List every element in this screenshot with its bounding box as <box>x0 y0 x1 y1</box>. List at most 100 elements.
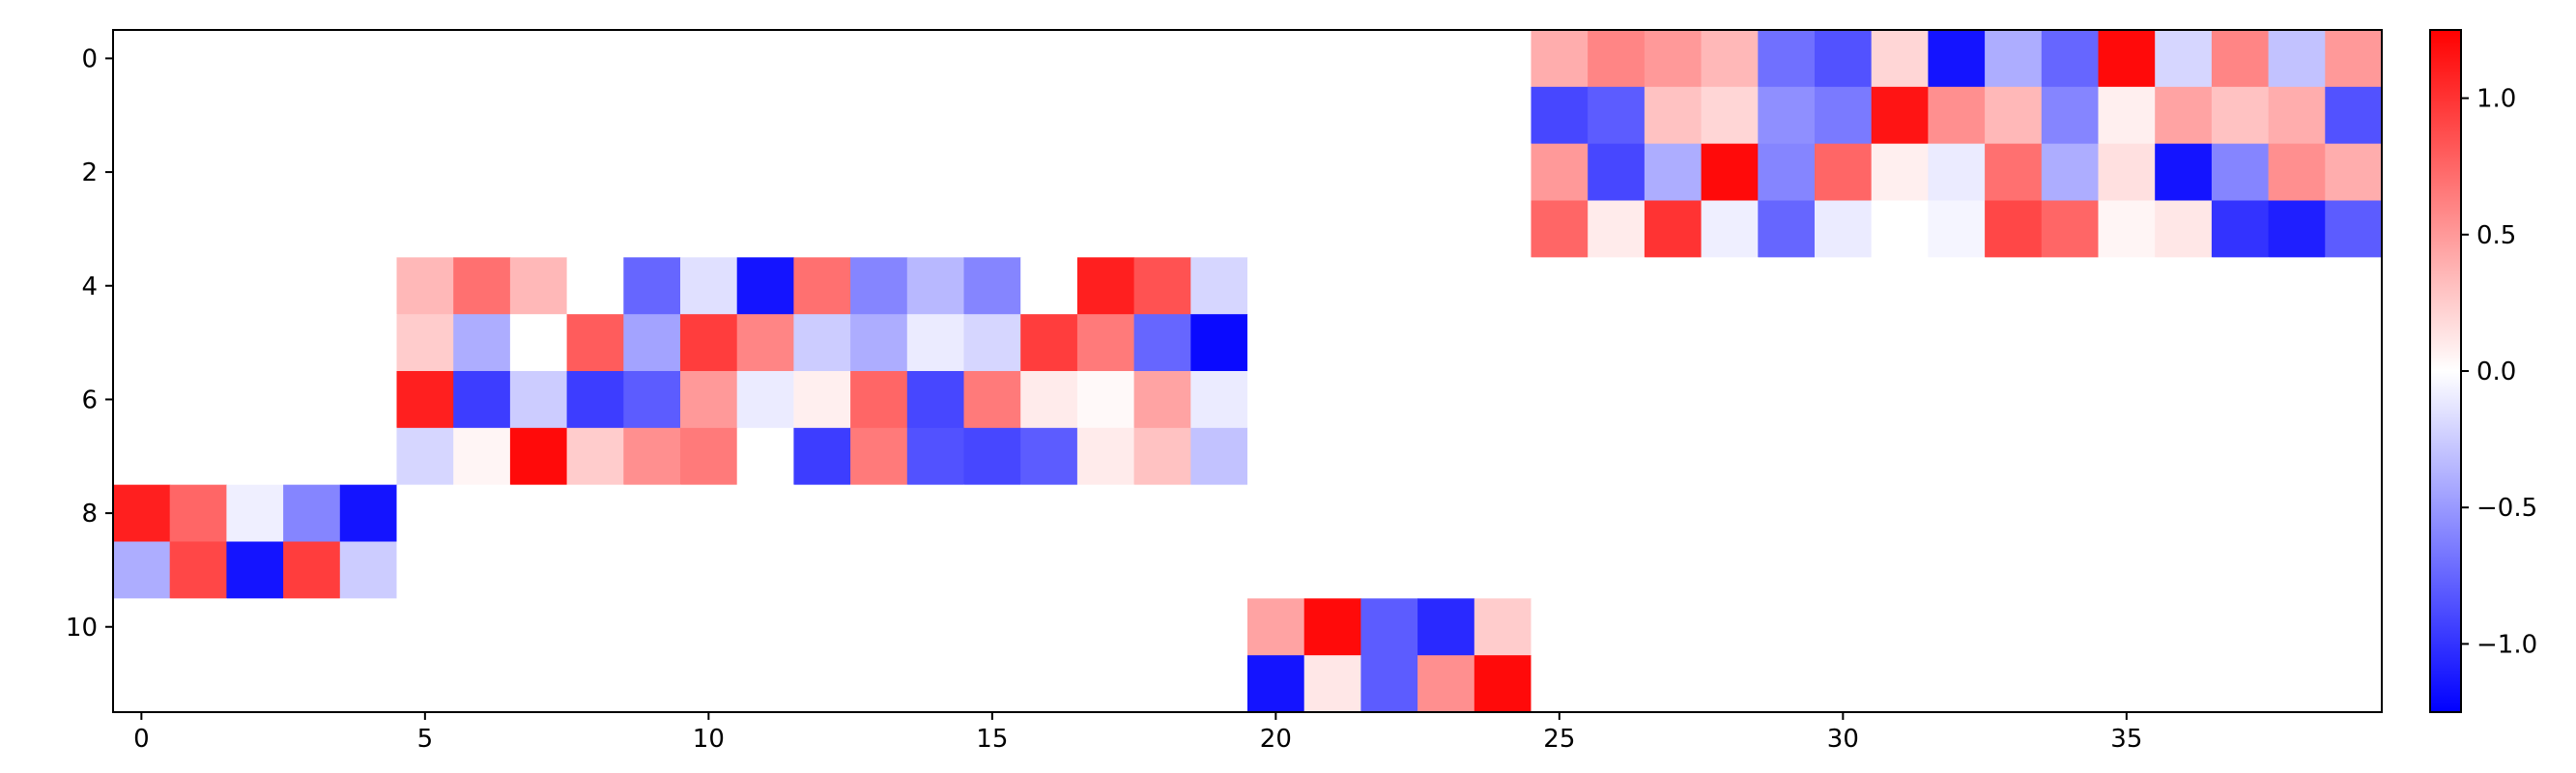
heatmap-cell <box>2041 484 2100 543</box>
heatmap-cell <box>1474 200 1532 258</box>
heatmap-cell <box>1928 86 1986 145</box>
heatmap-cell <box>1190 427 1248 486</box>
heatmap-cell <box>1815 371 1873 429</box>
heatmap-cell <box>1758 655 1816 713</box>
heatmap-cell <box>1758 143 1816 202</box>
heatmap-cell <box>736 314 794 372</box>
heatmap-cell <box>736 427 794 486</box>
heatmap-cell <box>113 257 171 315</box>
heatmap-cell <box>339 257 398 315</box>
heatmap-cell <box>793 484 851 543</box>
heatmap-cell <box>1588 200 1646 258</box>
heatmap-cell <box>1701 30 1759 88</box>
heatmap-cell <box>339 143 398 202</box>
heatmap-cell <box>963 143 1021 202</box>
heatmap-cell <box>906 314 965 372</box>
heatmap-cell <box>1133 143 1191 202</box>
heatmap-cell <box>1020 86 1078 145</box>
heatmap-cell <box>283 86 341 145</box>
heatmap-cell <box>283 30 341 88</box>
x-tick-label: 10 <box>693 725 725 754</box>
heatmap-cell <box>736 484 794 543</box>
heatmap-cell <box>1190 86 1248 145</box>
heatmap-cell <box>339 86 398 145</box>
heatmap-cell <box>680 655 738 713</box>
heatmap-cell <box>566 200 624 258</box>
heatmap-cell <box>1417 143 1475 202</box>
colorbar-tick-label: 0.5 <box>2476 221 2516 250</box>
heatmap-cell <box>1190 30 1248 88</box>
heatmap-cell <box>2098 541 2156 599</box>
heatmap-cell <box>793 86 851 145</box>
heatmap-cell <box>793 314 851 372</box>
heatmap-cell <box>339 371 398 429</box>
heatmap-cell <box>1644 30 1703 88</box>
heatmap-cell <box>1928 484 1986 543</box>
heatmap-cell <box>1985 371 2043 429</box>
heatmap-cell <box>169 484 227 543</box>
heatmap-cell <box>509 427 568 486</box>
heatmap-cell <box>453 257 511 315</box>
heatmap-cell <box>2268 541 2326 599</box>
heatmap-cell <box>1303 257 1361 315</box>
heatmap-cell <box>623 598 681 656</box>
heatmap-cell <box>906 371 965 429</box>
heatmap-cell <box>2211 541 2270 599</box>
heatmap-cell <box>1928 371 1986 429</box>
heatmap-cell <box>2098 314 2156 372</box>
heatmap-cell <box>226 655 284 713</box>
heatmap-cell <box>1928 257 1986 315</box>
heatmap-cell <box>1360 598 1418 656</box>
heatmap-cell <box>1360 427 1418 486</box>
heatmap-cell <box>509 30 568 88</box>
heatmap-cell <box>1303 314 1361 372</box>
heatmap-cell <box>396 427 454 486</box>
heatmap-cell <box>2155 143 2213 202</box>
heatmap-cell <box>1417 655 1475 713</box>
heatmap-cell <box>963 484 1021 543</box>
heatmap-cell <box>169 86 227 145</box>
heatmap-cell <box>2325 86 2383 145</box>
heatmap-cell <box>1644 541 1703 599</box>
heatmap-cell <box>1190 143 1248 202</box>
heatmap-cell <box>1985 86 2043 145</box>
heatmap-cell <box>1020 143 1078 202</box>
heatmap-cell <box>169 598 227 656</box>
heatmap-cell <box>1644 314 1703 372</box>
heatmap-cell <box>906 427 965 486</box>
heatmap-cell <box>2098 371 2156 429</box>
heatmap-cell <box>396 598 454 656</box>
heatmap-cell <box>1247 371 1305 429</box>
heatmap-cell <box>1474 30 1532 88</box>
heatmap-cell <box>1928 314 1986 372</box>
heatmap-cell <box>1531 427 1589 486</box>
heatmap-cell <box>453 86 511 145</box>
heatmap-cell <box>1303 598 1361 656</box>
heatmap-cell <box>1985 655 2043 713</box>
heatmap-cell <box>2155 314 2213 372</box>
heatmap-cell <box>1985 143 2043 202</box>
heatmap-cell <box>850 427 908 486</box>
heatmap-cell <box>396 541 454 599</box>
heatmap-cell <box>113 314 171 372</box>
heatmap-cell <box>509 257 568 315</box>
heatmap-cell <box>1020 484 1078 543</box>
heatmap-cell <box>1190 655 1248 713</box>
heatmap-cell <box>1644 86 1703 145</box>
heatmap-cell <box>1190 257 1248 315</box>
heatmap-cell <box>1701 541 1759 599</box>
heatmap-cell <box>113 200 171 258</box>
heatmap-cell <box>2041 655 2100 713</box>
heatmap-cell <box>1928 427 1986 486</box>
heatmap-cell <box>2325 484 2383 543</box>
heatmap-cell <box>2325 200 2383 258</box>
heatmap-cell <box>2041 427 2100 486</box>
heatmap-cell <box>1360 371 1418 429</box>
heatmap-cell <box>1303 86 1361 145</box>
heatmap-cell <box>1076 257 1135 315</box>
heatmap-cell <box>1815 598 1873 656</box>
heatmap-cell <box>2155 598 2213 656</box>
heatmap-cell <box>1474 143 1532 202</box>
heatmap-cell <box>1871 541 1929 599</box>
heatmap-cell <box>1588 86 1646 145</box>
